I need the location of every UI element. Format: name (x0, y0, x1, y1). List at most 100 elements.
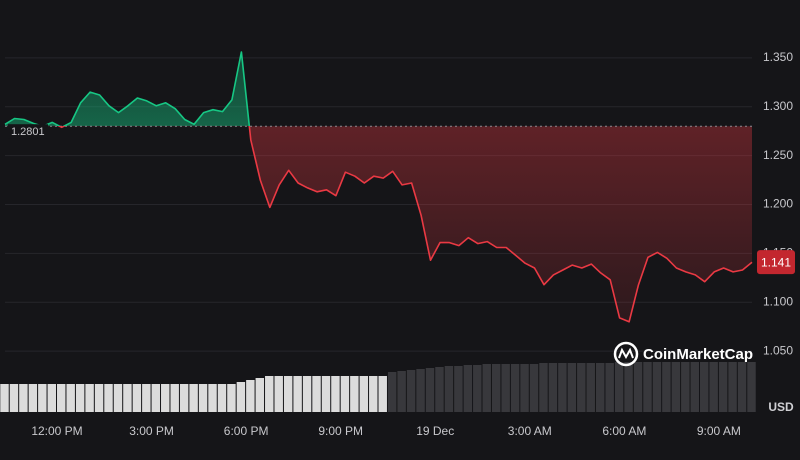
price-line (4, 51, 753, 323)
baseline-label-bg (8, 124, 48, 139)
volume-bar (671, 362, 681, 412)
volume-bar (652, 362, 662, 412)
volume-bar (66, 384, 75, 412)
area (5, 52, 752, 322)
logo-mark (618, 347, 634, 360)
volume-bar (614, 362, 624, 412)
volume-bar (718, 362, 728, 412)
volume-bar (728, 362, 737, 412)
volume-bar (104, 384, 113, 412)
volume-bar (473, 365, 482, 412)
plot (4, 51, 753, 323)
volume-bar (699, 362, 709, 412)
volume-bar (633, 362, 643, 412)
x-tick-label: 3:00 PM (129, 424, 174, 438)
y-tick-label: 1.300 (763, 99, 793, 113)
volume-bar (350, 376, 359, 412)
volume-bar (501, 364, 510, 412)
x-tick-label: 9:00 PM (318, 424, 363, 438)
volume-bar (142, 384, 151, 412)
volume-bar (19, 384, 28, 412)
volume-bar (94, 384, 104, 412)
volume-bar (737, 362, 747, 412)
volume-bar (605, 363, 614, 412)
volume-bar (47, 384, 57, 412)
volume-bar (491, 364, 501, 412)
volume (0, 362, 756, 412)
baseline-label: 1.2801 (11, 126, 45, 138)
volume-bar (274, 376, 283, 412)
volume-bar (662, 362, 671, 412)
volume-bar (520, 364, 529, 412)
grid (5, 57, 752, 352)
volume-bar (331, 376, 340, 412)
logo (613, 341, 639, 367)
x-tick-label: 12:00 PM (31, 424, 82, 438)
volume-bar (406, 370, 416, 412)
volume-bar (567, 363, 577, 412)
volume-bar (435, 367, 444, 412)
last-price-label: 1.141 (761, 255, 791, 269)
x-tick-label: 19 Dec (416, 424, 454, 438)
volume-bar (643, 362, 652, 412)
volume-bar (444, 366, 454, 412)
volume-bar (265, 376, 274, 412)
volume-bar (75, 384, 85, 412)
volume-bar (170, 384, 179, 412)
volume-bar (539, 363, 548, 412)
volume-bar (690, 362, 699, 412)
volume-bar (236, 382, 246, 412)
volume-bar (463, 365, 473, 412)
last-price-tag (757, 250, 795, 275)
volume-bar (283, 376, 293, 412)
volume-bar (28, 384, 38, 412)
volume-bar (397, 371, 406, 412)
volume-bar (340, 376, 350, 412)
volume-bar (38, 384, 47, 412)
volume-bar (558, 363, 567, 412)
volume-bar (586, 363, 595, 412)
volume-bar (293, 376, 302, 412)
x-tick-label: 6:00 PM (224, 424, 269, 438)
volume-bar (482, 364, 491, 412)
volume-bar (321, 376, 331, 412)
volume-bar (217, 384, 227, 412)
y-tick-label: 1.100 (763, 294, 793, 308)
volume-bar (387, 372, 397, 412)
volume-bar (302, 376, 312, 412)
volume-bar (0, 384, 9, 412)
x-tick-label: 6:00 AM (602, 424, 646, 438)
volume-bar (681, 362, 690, 412)
volume-bar (548, 363, 558, 412)
volume-bar (123, 384, 132, 412)
volume-bar (255, 378, 265, 412)
volume-bar (510, 364, 520, 412)
volume-bar (208, 384, 217, 412)
x-tick-label: 3:00 AM (508, 424, 552, 438)
x-tick-label: 9:00 AM (697, 424, 741, 438)
volume-bar (227, 384, 236, 412)
volume-bar (57, 384, 66, 412)
watermark: CoinMarketCap (613, 341, 753, 367)
volume-bar (189, 384, 198, 412)
watermark-text: CoinMarketCap (643, 346, 753, 363)
volume-bar (416, 369, 425, 412)
volume-bar (529, 364, 539, 412)
volume-bar (151, 384, 161, 412)
volume-bar (577, 363, 586, 412)
volume-bar (369, 376, 378, 412)
volume-bar (425, 368, 435, 412)
currency-label: USD (768, 400, 794, 414)
y-tick-label: 1.050 (763, 343, 793, 357)
volume-bar (85, 384, 94, 412)
y-tick-label: 1.350 (763, 50, 793, 64)
volume-bar (747, 362, 756, 412)
volume-bar (132, 384, 142, 412)
volume-bar (359, 376, 369, 412)
volume-bar (246, 380, 255, 412)
y-tick-label: 1.200 (763, 197, 793, 211)
volume-bar (198, 384, 208, 412)
volume-bar (312, 376, 321, 412)
y-tick-label: 1.250 (763, 148, 793, 162)
